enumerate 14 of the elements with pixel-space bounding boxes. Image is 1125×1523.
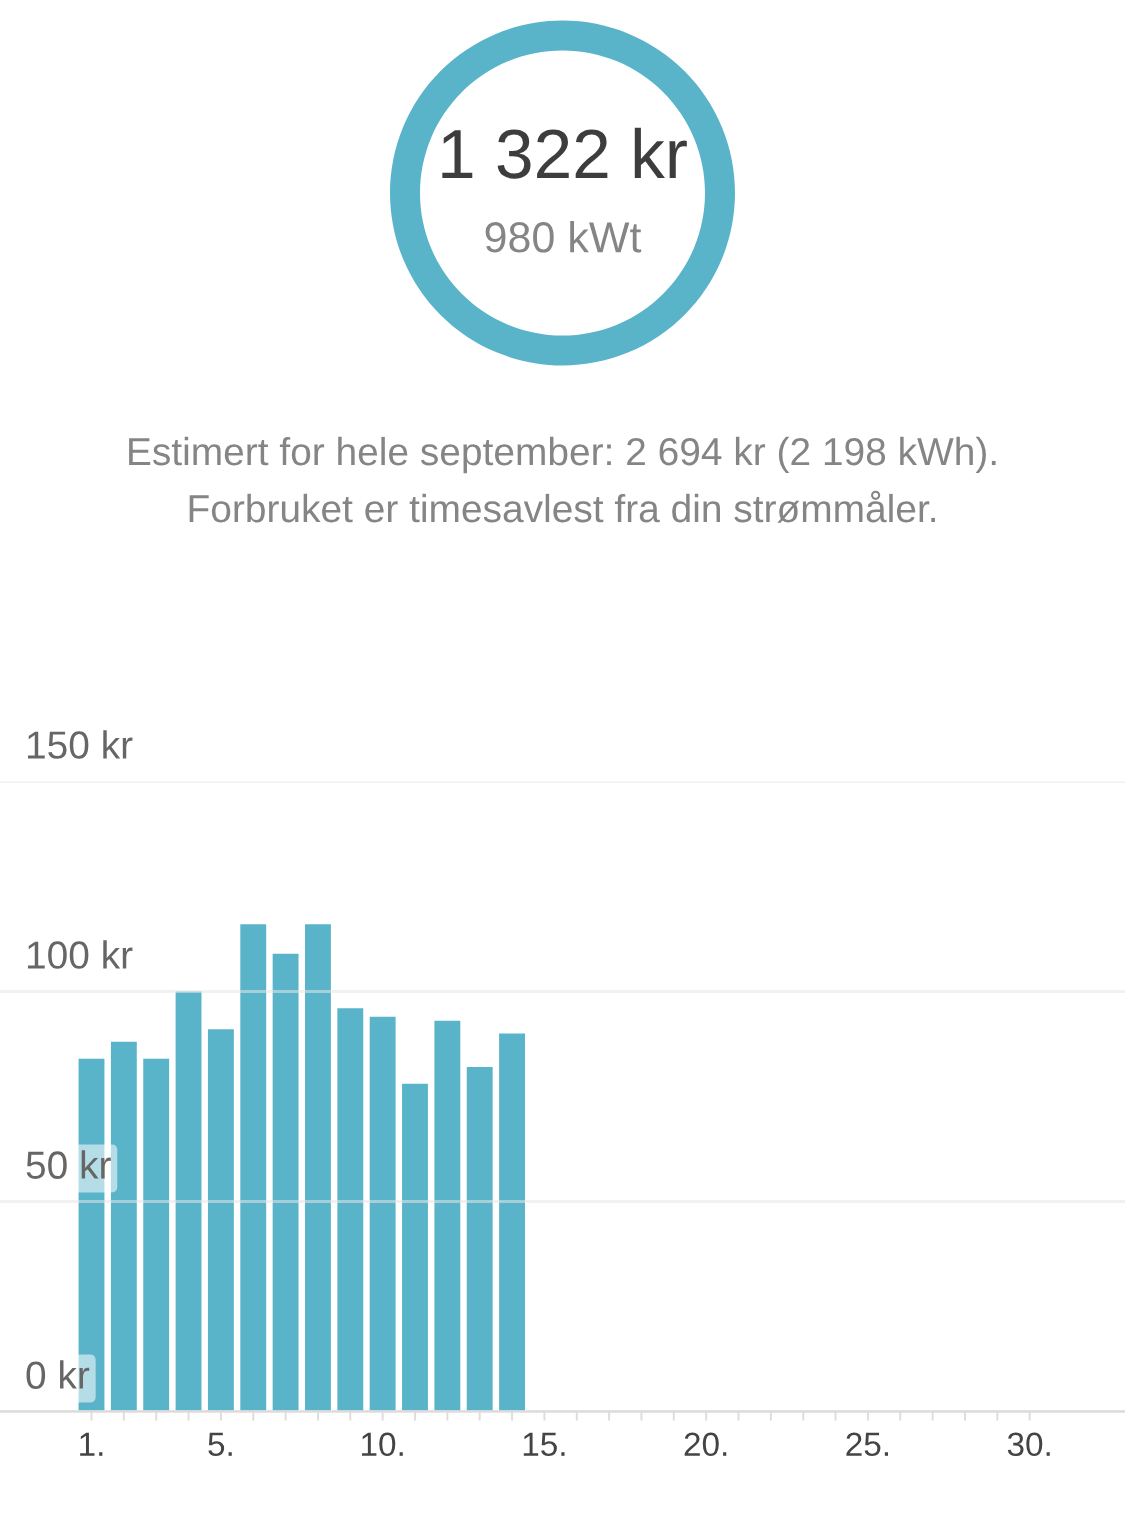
y-tick-label: 0 kr: [26, 1360, 90, 1389]
x-tick-label: 30.: [1007, 1432, 1050, 1457]
x-tick-label: 10.: [362, 1432, 403, 1457]
x-tick-label: 5.: [208, 1432, 232, 1457]
y-tick-label: 150 kr: [27, 730, 133, 759]
text: Forbruket er timesavlest fra din strømmåler.: [189, 490, 935, 523]
text: 1 322 kr: [442, 127, 687, 179]
y-tick-label: 100 kr: [27, 940, 133, 969]
x-tick-label: 1.: [80, 1432, 103, 1456]
text: Estimert for hele september: 2 694 kr (2 198 kWh).: [129, 436, 996, 474]
text: 980 kWt: [485, 220, 642, 253]
x-tick-label: 15.: [523, 1432, 565, 1457]
x-tick-label: 25.: [846, 1432, 889, 1457]
x-tick-label: 20.: [684, 1432, 727, 1457]
